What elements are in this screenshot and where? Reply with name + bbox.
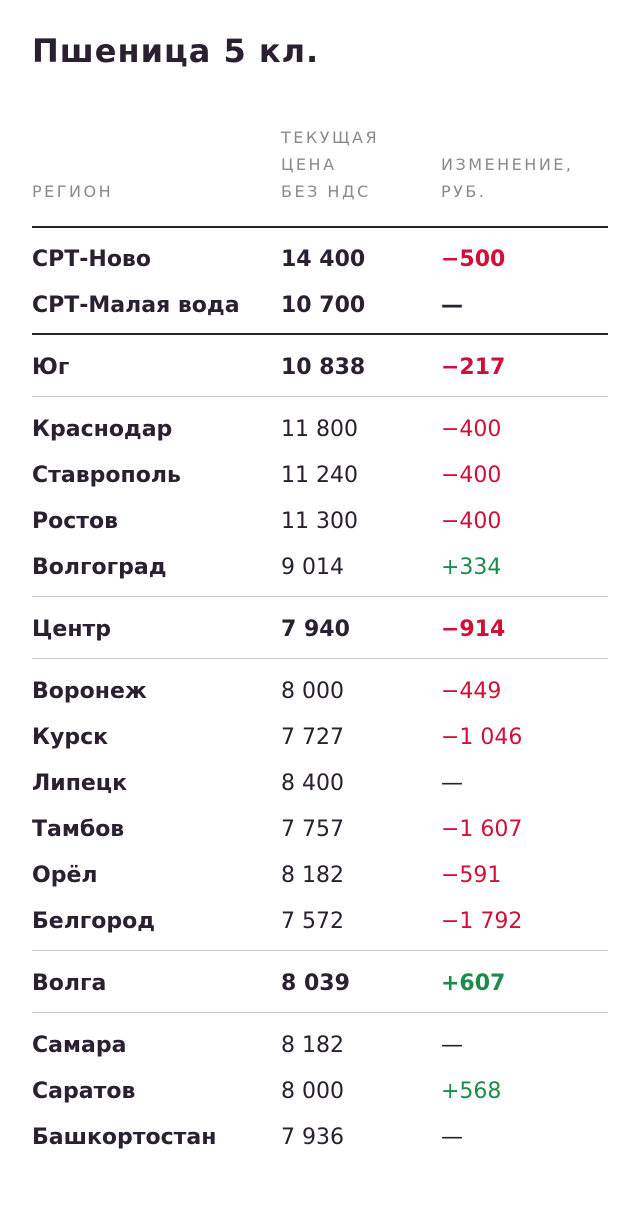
row-divider <box>32 950 608 951</box>
price-value: 10 700 <box>281 293 366 318</box>
change-value: −400 <box>441 417 502 442</box>
price-value: 7 757 <box>281 817 344 842</box>
header-region-label: РЕГИОН <box>32 182 114 201</box>
price-value: 7 936 <box>281 1125 344 1150</box>
region-name: Волгоград <box>32 555 167 580</box>
change-value: −500 <box>441 247 506 272</box>
region-name: Курск <box>32 725 109 750</box>
price-value: 8 039 <box>281 971 350 996</box>
price-value: 14 400 <box>281 247 366 272</box>
price-value: 11 800 <box>281 417 358 442</box>
change-value: — <box>441 1125 463 1150</box>
price-value: 7 727 <box>281 725 344 750</box>
table-row: Башкортостан 7 936 — <box>0 1121 640 1155</box>
region-name: Воронеж <box>32 679 147 704</box>
region-name: Юг <box>32 355 70 380</box>
region-name: Волга <box>32 971 107 996</box>
region-name: Самара <box>32 1033 127 1058</box>
price-value: 7 572 <box>281 909 344 934</box>
change-value: −1 792 <box>441 909 523 934</box>
page-title: Пшеница 5 кл. <box>32 32 320 70</box>
table-row: СРТ-Малая вода 10 700 — <box>0 289 640 323</box>
change-value: −914 <box>441 617 506 642</box>
price-value: 8 400 <box>281 771 344 796</box>
change-value: −400 <box>441 509 502 534</box>
row-divider <box>32 596 608 597</box>
change-value: +568 <box>441 1079 502 1104</box>
price-value: 8 000 <box>281 1079 344 1104</box>
header-region: РЕГИОН <box>32 178 113 205</box>
region-name: Центр <box>32 617 112 642</box>
region-name: Ставрополь <box>32 463 181 488</box>
region-name: СРТ-Малая вода <box>32 293 240 318</box>
change-value: −449 <box>441 679 502 704</box>
change-value: −591 <box>441 863 502 888</box>
region-name: Саратов <box>32 1079 136 1104</box>
table-row: Белгород 7 572 −1 792 <box>0 905 640 939</box>
table-row: Ростов 11 300 −400 <box>0 505 640 539</box>
table-row: Центр 7 940 −914 <box>0 613 640 647</box>
change-value: — <box>441 293 463 318</box>
header-price: ТЕКУЩАЯ ЦЕНА БЕЗ НДС <box>281 124 379 205</box>
region-name: Башкортостан <box>32 1125 217 1150</box>
change-value: −1 607 <box>441 817 523 842</box>
region-name: СРТ-Ново <box>32 247 151 272</box>
table-row: СРТ-Ново 14 400 −500 <box>0 243 640 277</box>
region-name: Белгород <box>32 909 156 934</box>
section-divider <box>32 333 608 335</box>
table-row: Курск 7 727 −1 046 <box>0 721 640 755</box>
table-row: Краснодар 11 800 −400 <box>0 413 640 447</box>
region-name: Тамбов <box>32 817 125 842</box>
table-row: Воронеж 8 000 −449 <box>0 675 640 709</box>
change-value: — <box>441 771 463 796</box>
header-change-line-2: РУБ. <box>441 182 487 201</box>
price-value: 10 838 <box>281 355 366 380</box>
header-change: ИЗМЕНЕНИЕ, РУБ. <box>441 151 573 205</box>
region-name: Ростов <box>32 509 119 534</box>
change-value: — <box>441 1033 463 1058</box>
region-name: Краснодар <box>32 417 173 442</box>
change-value: +607 <box>441 971 506 996</box>
price-value: 11 300 <box>281 509 358 534</box>
region-name: Липецк <box>32 771 128 796</box>
header-price-line-3: БЕЗ НДС <box>281 182 371 201</box>
price-value: 8 182 <box>281 863 344 888</box>
row-divider <box>32 1012 608 1013</box>
change-value: −1 046 <box>441 725 523 750</box>
table-row: Волгоград 9 014 +334 <box>0 551 640 585</box>
header-price-line-1: ТЕКУЩАЯ <box>281 128 380 147</box>
header-divider <box>32 226 608 228</box>
table-row: Тамбов 7 757 −1 607 <box>0 813 640 847</box>
table-row: Ставрополь 11 240 −400 <box>0 459 640 493</box>
price-value: 7 940 <box>281 617 350 642</box>
change-value: −400 <box>441 463 502 488</box>
region-name: Орёл <box>32 863 98 888</box>
price-value: 8 000 <box>281 679 344 704</box>
table-row: Самара 8 182 — <box>0 1029 640 1063</box>
table-row: Липецк 8 400 — <box>0 767 640 801</box>
header-price-line-2: ЦЕНА <box>281 155 337 174</box>
row-divider <box>32 396 608 397</box>
change-value: −217 <box>441 355 506 380</box>
price-value: 9 014 <box>281 555 344 580</box>
row-divider <box>32 658 608 659</box>
header-change-line-1: ИЗМЕНЕНИЕ, <box>441 155 574 174</box>
price-value: 11 240 <box>281 463 358 488</box>
table-row: Саратов 8 000 +568 <box>0 1075 640 1109</box>
table-row: Орёл 8 182 −591 <box>0 859 640 893</box>
table-row: Волга 8 039 +607 <box>0 967 640 1001</box>
change-value: +334 <box>441 555 502 580</box>
price-value: 8 182 <box>281 1033 344 1058</box>
table-row: Юг 10 838 −217 <box>0 351 640 385</box>
